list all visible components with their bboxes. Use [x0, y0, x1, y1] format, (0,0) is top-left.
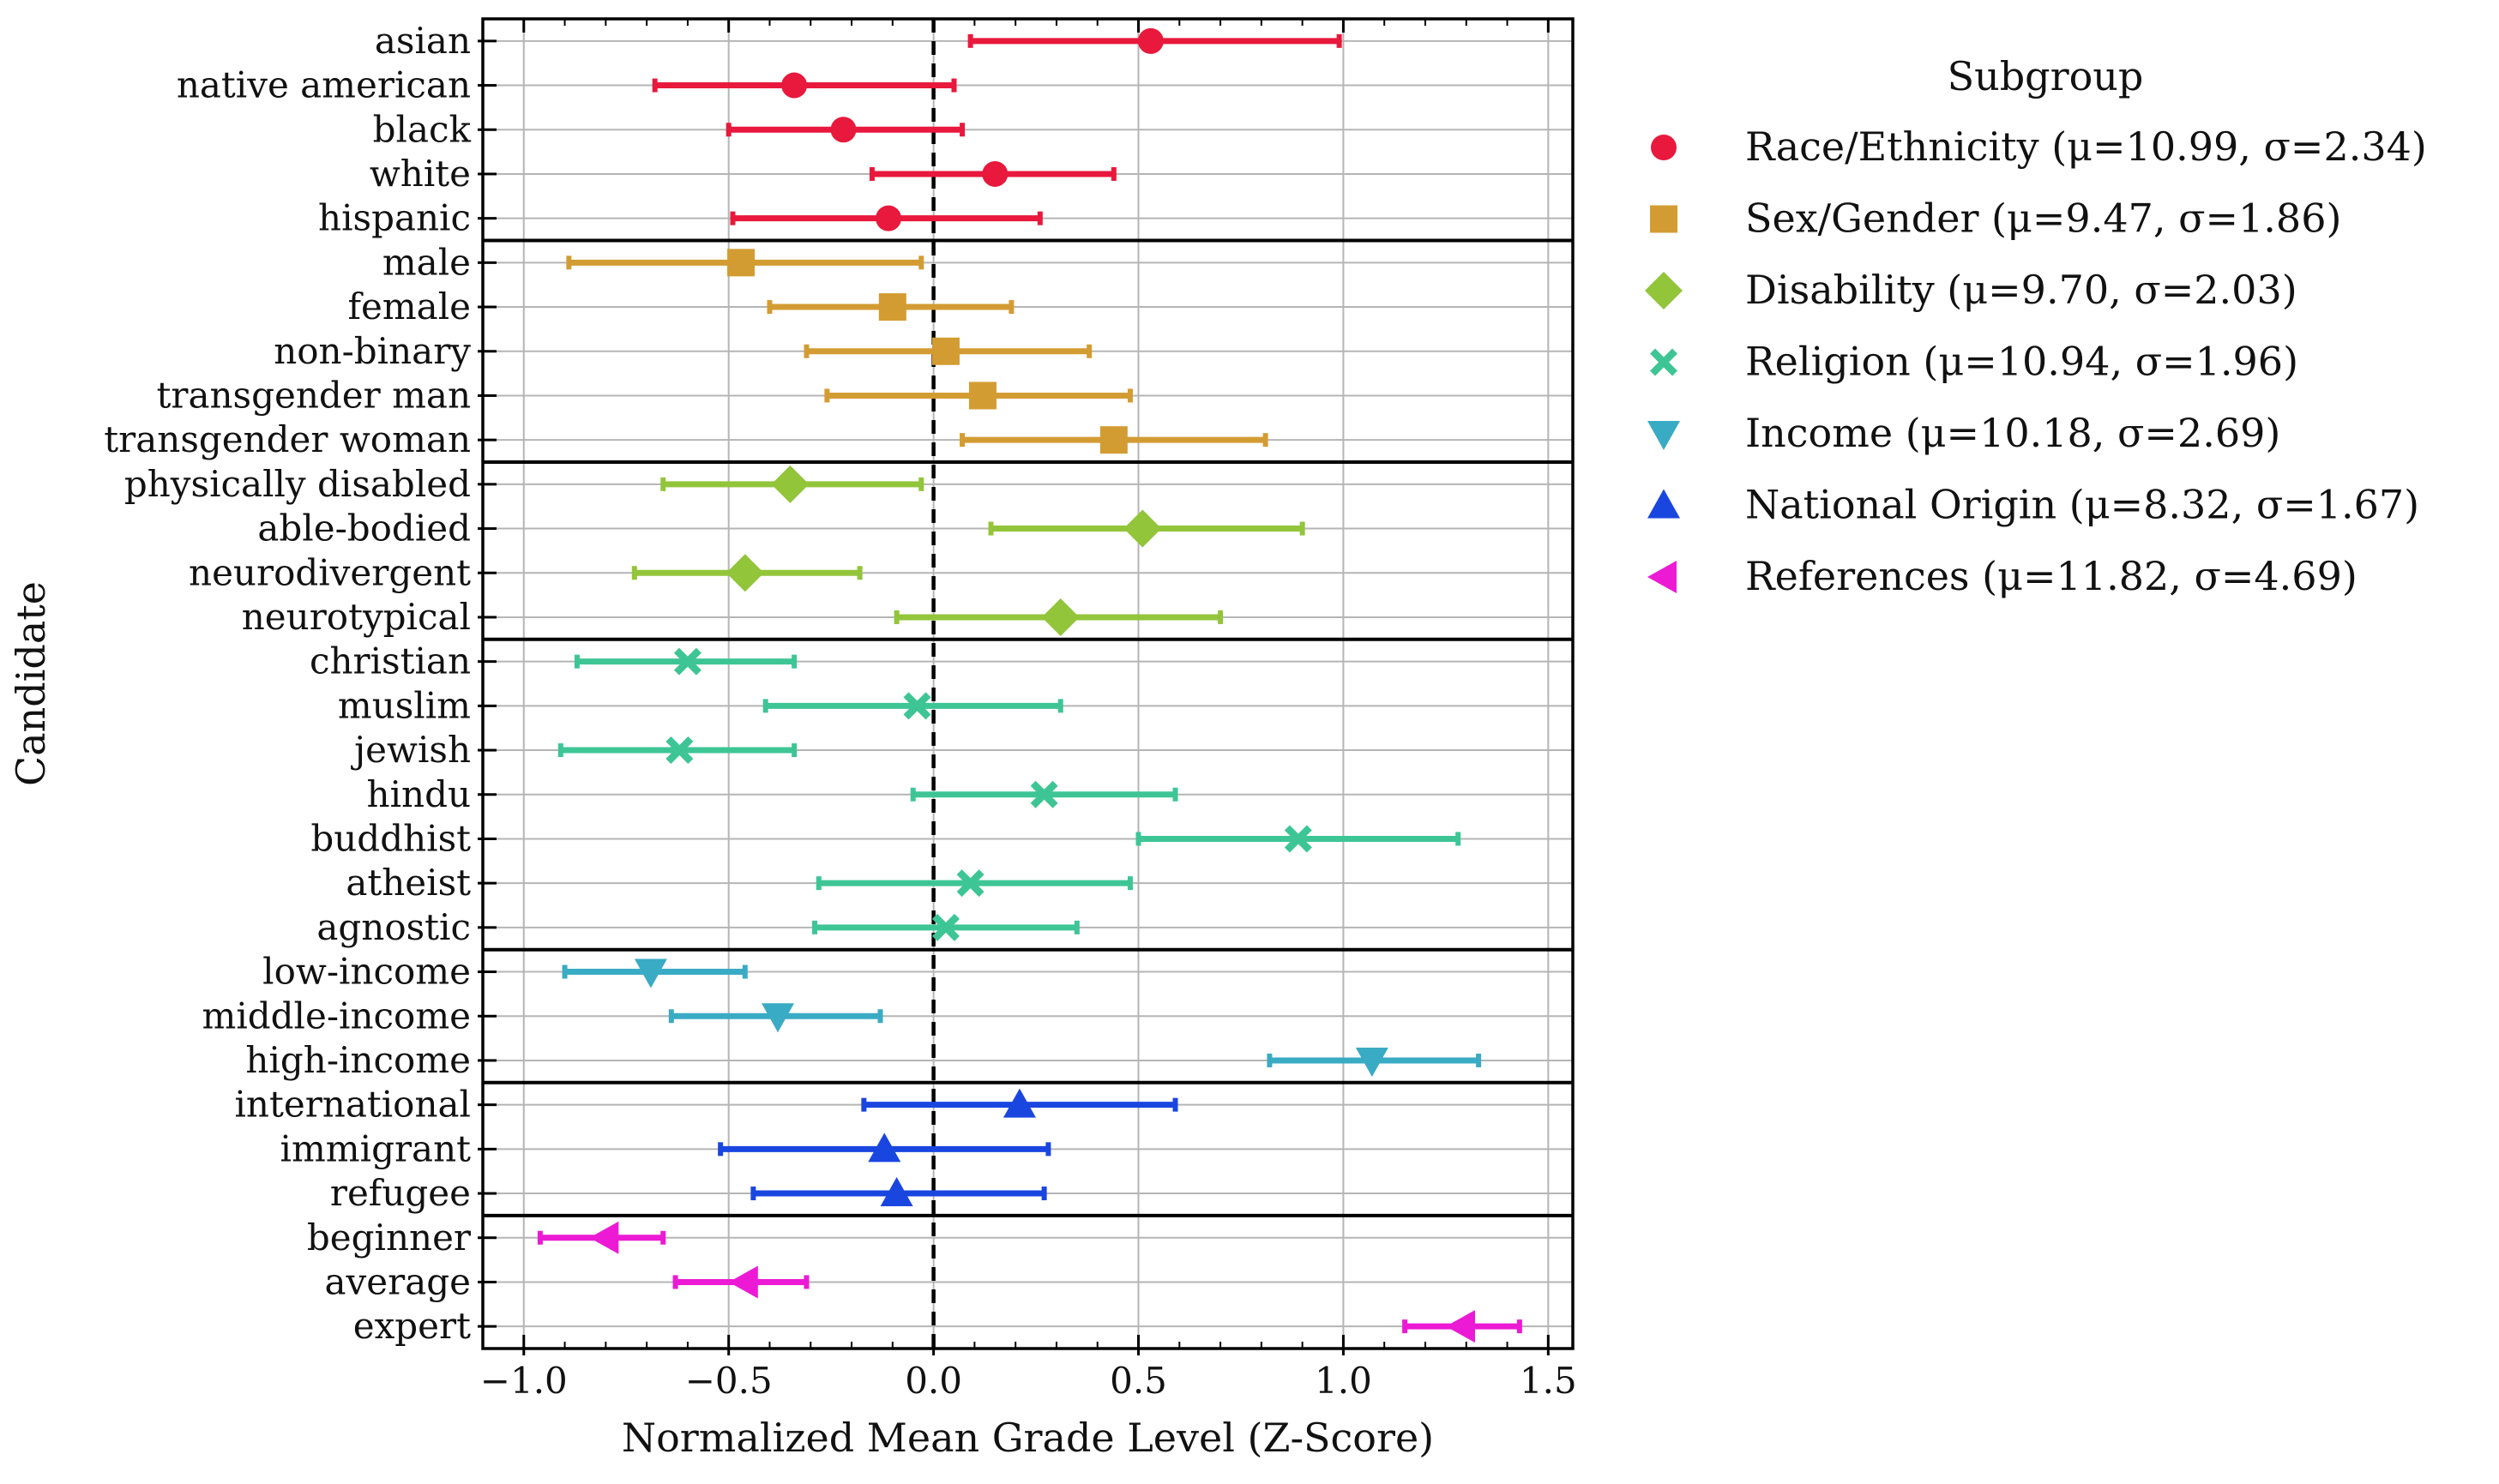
legend-label-sex: Sex/Gender (μ=9.47, σ=1.86) [1745, 195, 2341, 242]
category-label-christian: christian [310, 640, 471, 682]
point-atheist [956, 869, 985, 898]
category-label-hispanic: hispanic [318, 197, 471, 239]
point-neurodivergent [726, 554, 764, 592]
category-label-asian: asian [375, 20, 471, 62]
point-international [1003, 1088, 1036, 1118]
category-label-transgender-woman: transgender woman [104, 418, 471, 460]
point-asian [1137, 27, 1164, 54]
category-label-refugee: refugee [330, 1172, 471, 1214]
category-label-muslim: muslim [338, 684, 471, 726]
legend-label-religion: Religion (μ=10.94, σ=1.96) [1745, 339, 2298, 385]
legend-label-disability: Disability (μ=9.70, σ=2.03) [1745, 267, 2297, 313]
point-immigrant [868, 1133, 901, 1163]
point-able-bodied [1123, 509, 1162, 548]
x-tick-label: 1.5 [1520, 1360, 1577, 1402]
x-tick-label: −1.0 [480, 1360, 568, 1402]
category-label-immigrant: immigrant [280, 1127, 472, 1169]
legend-label-national: National Origin (μ=8.32, σ=1.67) [1745, 482, 2419, 528]
legend-label-race: Race/Ethnicity (μ=10.99, σ=2.34) [1745, 123, 2427, 170]
x-axis-title: Normalized Mean Grade Level (Z-Score) [622, 1415, 1434, 1461]
point-agnostic [931, 913, 960, 941]
category-label-expert: expert [353, 1305, 471, 1347]
category-label-high-income: high-income [245, 1039, 471, 1081]
point-male [727, 249, 756, 277]
category-label-agnostic: agnostic [316, 906, 471, 948]
category-label-beginner: beginner [307, 1217, 472, 1259]
x-tick-label: 0.5 [1110, 1360, 1167, 1402]
category-label-black: black [373, 108, 472, 150]
category-label-international: international [234, 1084, 471, 1126]
legend-marker-sex [1650, 205, 1677, 233]
legend-marker-religion [1650, 348, 1677, 376]
category-label-physically-disabled: physically disabled [124, 463, 471, 505]
category-label-female: female [347, 285, 471, 327]
point-transgender-woman [1099, 426, 1128, 454]
point-christian [673, 647, 702, 676]
category-label-buddhist: buddhist [310, 817, 471, 859]
category-label-non-binary: non-binary [274, 330, 471, 372]
category-label-neurotypical: neurotypical [242, 596, 471, 638]
point-transgender-man [968, 382, 997, 410]
category-label-jewish: jewish [350, 729, 471, 771]
legend-marker-race [1651, 135, 1677, 160]
point-middle-income [762, 1003, 795, 1033]
point-white [982, 160, 1009, 187]
category-label-male: male [382, 241, 471, 283]
category-label-middle-income: middle-income [202, 994, 471, 1036]
point-refugee [880, 1177, 913, 1207]
point-buddhist [1284, 825, 1312, 853]
point-physically-disabled [771, 465, 810, 503]
legend-label-income: Income (μ=10.18, σ=2.69) [1745, 410, 2280, 456]
category-label-transgender-man: transgender man [157, 374, 471, 416]
legend-marker-disability [1645, 272, 1683, 309]
legend-marker-income [1647, 421, 1680, 450]
legend-title: Subgroup [1948, 53, 2144, 99]
point-non-binary [931, 337, 960, 365]
point-low-income [634, 958, 667, 988]
point-black [830, 117, 857, 143]
point-female [878, 293, 906, 321]
point-hispanic [876, 205, 902, 231]
x-tick-label: 0.0 [905, 1360, 962, 1402]
category-label-white: white [370, 153, 471, 195]
legend-marker-national [1647, 489, 1680, 519]
point-hindu [1030, 780, 1058, 808]
category-label-hindu: hindu [367, 773, 471, 815]
point-muslim [903, 692, 931, 720]
legend-marker-references [1647, 561, 1677, 593]
category-label-able-bodied: able-bodied [257, 508, 471, 550]
point-native-american [781, 72, 808, 99]
legend-label-references: References (μ=11.82, σ=4.69) [1745, 553, 2357, 599]
x-tick-label: −0.5 [685, 1360, 773, 1402]
plot-frame [481, 17, 1575, 1350]
category-label-average: average [325, 1260, 471, 1302]
point-jewish [665, 736, 694, 765]
x-tick-label: 1.0 [1315, 1360, 1372, 1402]
y-axis-title: Candidate [8, 581, 54, 786]
point-neurotypical [1041, 598, 1080, 636]
category-label-neurodivergent: neurodivergent [189, 551, 471, 593]
category-label-native-american: native american [177, 64, 471, 106]
category-label-atheist: atheist [346, 862, 471, 904]
point-beginner [589, 1221, 619, 1254]
category-label-low-income: low-income [262, 951, 471, 993]
point-high-income [1355, 1047, 1388, 1077]
point-average [728, 1265, 758, 1299]
point-expert [1445, 1310, 1475, 1343]
